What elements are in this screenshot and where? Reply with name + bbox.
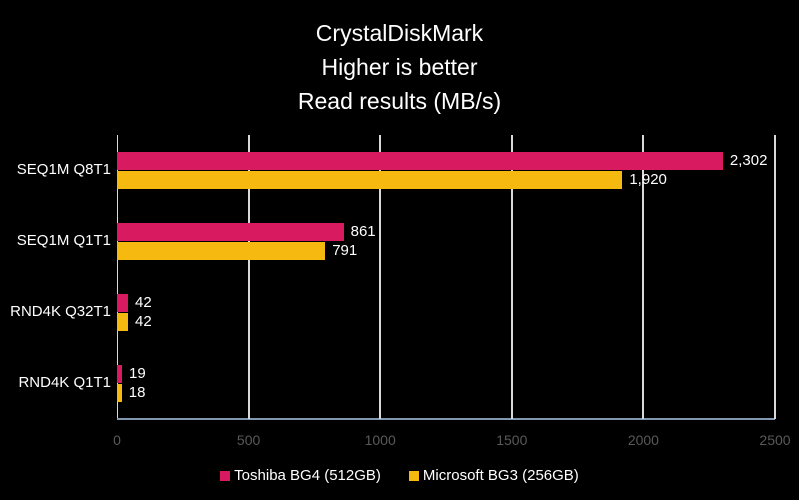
x-tick-label: 500 [236, 432, 261, 448]
bar-1-0 [117, 171, 623, 189]
data-label: 861 [350, 223, 376, 240]
data-label: 791 [332, 242, 358, 259]
legend-label: Microsoft BG3 (256GB) [422, 467, 579, 484]
gridline [510, 135, 513, 419]
gridline [247, 135, 250, 419]
category-label: RND4K Q32T1 [10, 303, 111, 320]
legend-label: Toshiba BG4 (512GB) [234, 467, 381, 484]
bar-1-2 [117, 313, 129, 331]
data-label: 42 [135, 294, 152, 311]
category-label: SEQ1M Q1T1 [16, 232, 111, 249]
gridline [379, 135, 382, 419]
bar-0-1 [117, 223, 344, 241]
bar-0-3 [117, 365, 122, 383]
legend-swatch-icon [408, 470, 419, 481]
bar-1-1 [117, 242, 326, 260]
legend-item-toshiba: Toshiba BG4 (512GB) [220, 467, 381, 484]
data-label: 1,920 [629, 171, 667, 188]
gridline [642, 135, 645, 419]
x-tick-label: 2000 [627, 432, 659, 448]
plot-area: 2,302 1,920 861 791 42 42 19 18 [117, 135, 776, 420]
legend-swatch-icon [220, 470, 231, 481]
legend-item-microsoft: Microsoft BG3 (256GB) [408, 467, 579, 484]
data-label: 18 [128, 384, 146, 401]
data-label: 2,302 [729, 152, 768, 169]
category-label: RND4K Q1T1 [18, 374, 111, 391]
x-tick-label: 0 [113, 432, 121, 448]
title-line-1: CrystalDiskMark [315, 20, 484, 46]
x-axis-line [117, 418, 775, 420]
data-label: 19 [129, 365, 146, 382]
legend: Toshiba BG4 (512GB) Microsoft BG3 (256GB… [0, 467, 799, 484]
category-label: SEQ1M Q8T1 [16, 161, 111, 178]
y-axis-line [117, 135, 118, 419]
x-tick-label: 1500 [496, 432, 528, 448]
title-line-3: Read results (MB/s) [297, 88, 502, 114]
x-tick-label: 1000 [364, 432, 396, 448]
gridline [774, 135, 776, 419]
title-line-2: Higher is better [321, 54, 478, 80]
data-label: 42 [135, 313, 152, 330]
bar-0-0 [117, 152, 723, 170]
x-tick-label: 2500 [759, 432, 791, 448]
bar-0-2 [117, 294, 129, 312]
bar-1-3 [117, 384, 122, 402]
